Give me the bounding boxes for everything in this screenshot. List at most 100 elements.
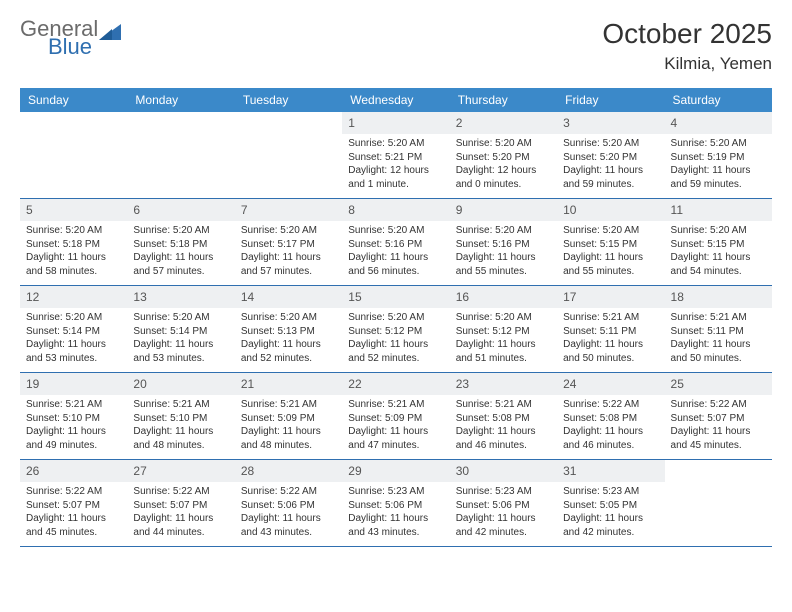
day-info-line: Sunrise: 5:20 AM xyxy=(133,224,228,238)
location: Kilmia, Yemen xyxy=(602,54,772,74)
day-info-line: Daylight: 11 hours xyxy=(671,164,766,178)
day-info-line: Sunset: 5:06 PM xyxy=(348,499,443,513)
day-cell: 17Sunrise: 5:21 AMSunset: 5:11 PMDayligh… xyxy=(557,286,664,372)
day-info-line: Sunrise: 5:21 AM xyxy=(241,398,336,412)
day-info-line: Sunset: 5:12 PM xyxy=(348,325,443,339)
day-info-line: Daylight: 11 hours xyxy=(241,338,336,352)
day-info-line: Daylight: 11 hours xyxy=(133,425,228,439)
day-info-line: Daylight: 11 hours xyxy=(563,512,658,526)
day-info-line: Daylight: 12 hours xyxy=(456,164,551,178)
day-info-line: and 45 minutes. xyxy=(26,526,121,540)
day-info-line: Daylight: 11 hours xyxy=(456,251,551,265)
day-info-line: Sunrise: 5:22 AM xyxy=(133,485,228,499)
day-info-line: Daylight: 11 hours xyxy=(671,251,766,265)
week-row: 12Sunrise: 5:20 AMSunset: 5:14 PMDayligh… xyxy=(20,286,772,373)
day-number: 12 xyxy=(20,286,127,308)
day-number: 26 xyxy=(20,460,127,482)
day-info-line: and 50 minutes. xyxy=(671,352,766,366)
day-number: 7 xyxy=(235,199,342,221)
day-info-line: and 1 minute. xyxy=(348,178,443,192)
day-number: 4 xyxy=(665,112,772,134)
day-info-line: Daylight: 11 hours xyxy=(241,512,336,526)
day-info-line: Daylight: 11 hours xyxy=(348,425,443,439)
day-info-line: Sunset: 5:08 PM xyxy=(563,412,658,426)
weekday-header: Friday xyxy=(557,88,664,112)
day-cell xyxy=(235,112,342,198)
day-info-line: Sunrise: 5:20 AM xyxy=(456,137,551,151)
day-info-line: Daylight: 11 hours xyxy=(563,251,658,265)
day-cell: 2Sunrise: 5:20 AMSunset: 5:20 PMDaylight… xyxy=(450,112,557,198)
day-number: 30 xyxy=(450,460,557,482)
day-info-line: Sunrise: 5:23 AM xyxy=(348,485,443,499)
day-info-line: and 43 minutes. xyxy=(348,526,443,540)
day-info-line: Daylight: 11 hours xyxy=(133,251,228,265)
day-info-line: Sunrise: 5:20 AM xyxy=(241,224,336,238)
day-number: 19 xyxy=(20,373,127,395)
week-row: 19Sunrise: 5:21 AMSunset: 5:10 PMDayligh… xyxy=(20,373,772,460)
day-info-line: and 53 minutes. xyxy=(26,352,121,366)
day-info-line: and 59 minutes. xyxy=(671,178,766,192)
day-info-line: Sunset: 5:08 PM xyxy=(456,412,551,426)
day-cell: 25Sunrise: 5:22 AMSunset: 5:07 PMDayligh… xyxy=(665,373,772,459)
day-cell xyxy=(20,112,127,198)
day-info-line: Daylight: 11 hours xyxy=(26,338,121,352)
day-info-line: and 46 minutes. xyxy=(563,439,658,453)
day-info-line: Sunrise: 5:21 AM xyxy=(26,398,121,412)
day-number: 18 xyxy=(665,286,772,308)
day-info-line: Sunrise: 5:20 AM xyxy=(348,137,443,151)
day-number: 1 xyxy=(342,112,449,134)
day-number: 3 xyxy=(557,112,664,134)
day-info-line: Daylight: 11 hours xyxy=(133,512,228,526)
day-info-line: and 54 minutes. xyxy=(671,265,766,279)
day-info-line: Sunset: 5:06 PM xyxy=(241,499,336,513)
day-info-line: Sunrise: 5:20 AM xyxy=(563,137,658,151)
day-number: 6 xyxy=(127,199,234,221)
day-info-line: Sunset: 5:20 PM xyxy=(456,151,551,165)
day-info-line: and 46 minutes. xyxy=(456,439,551,453)
weekday-header-row: SundayMondayTuesdayWednesdayThursdayFrid… xyxy=(20,88,772,112)
day-info-line: and 48 minutes. xyxy=(133,439,228,453)
week-row: 26Sunrise: 5:22 AMSunset: 5:07 PMDayligh… xyxy=(20,460,772,547)
day-number: 25 xyxy=(665,373,772,395)
day-number: 28 xyxy=(235,460,342,482)
weekday-header: Tuesday xyxy=(235,88,342,112)
month-title: October 2025 xyxy=(602,18,772,50)
weekday-header: Sunday xyxy=(20,88,127,112)
day-info-line: Daylight: 11 hours xyxy=(456,425,551,439)
week-row: 1Sunrise: 5:20 AMSunset: 5:21 PMDaylight… xyxy=(20,112,772,199)
day-info-line: Sunrise: 5:22 AM xyxy=(671,398,766,412)
weekday-header: Monday xyxy=(127,88,234,112)
day-info-line: Daylight: 11 hours xyxy=(241,251,336,265)
day-info-line: Daylight: 11 hours xyxy=(26,512,121,526)
day-number: 20 xyxy=(127,373,234,395)
calendar: SundayMondayTuesdayWednesdayThursdayFrid… xyxy=(20,88,772,547)
day-info-line: Daylight: 11 hours xyxy=(563,425,658,439)
weekday-header: Thursday xyxy=(450,88,557,112)
day-info-line: Sunrise: 5:22 AM xyxy=(563,398,658,412)
day-info-line: and 49 minutes. xyxy=(26,439,121,453)
day-cell: 28 Sunrise: 5:22 AMSunset: 5:06 PMDayligh… xyxy=(235,460,342,546)
day-info-line: Sunrise: 5:21 AM xyxy=(563,311,658,325)
day-number: 8 xyxy=(342,199,449,221)
day-info-line: Sunset: 5:15 PM xyxy=(671,238,766,252)
day-number: 11 xyxy=(665,199,772,221)
day-info-line: Sunrise: 5:20 AM xyxy=(456,224,551,238)
day-number: 10 xyxy=(557,199,664,221)
day-cell: 26Sunrise: 5:22 AMSunset: 5:07 PMDayligh… xyxy=(20,460,127,546)
day-info-line: and 58 minutes. xyxy=(26,265,121,279)
day-info-line: and 55 minutes. xyxy=(563,265,658,279)
header: GeneralBlue October 2025 Kilmia, Yemen xyxy=(20,18,772,74)
day-info-line: Sunrise: 5:22 AM xyxy=(241,485,336,499)
day-info-line: and 56 minutes. xyxy=(348,265,443,279)
day-info-line: and 42 minutes. xyxy=(563,526,658,540)
day-info-line: Sunrise: 5:23 AM xyxy=(456,485,551,499)
day-info-line: Sunrise: 5:20 AM xyxy=(348,311,443,325)
day-number: 14 xyxy=(235,286,342,308)
day-cell: 7Sunrise: 5:20 AMSunset: 5:17 PMDaylight… xyxy=(235,199,342,285)
day-info-line: Daylight: 11 hours xyxy=(456,512,551,526)
day-cell: 8Sunrise: 5:20 AMSunset: 5:16 PMDaylight… xyxy=(342,199,449,285)
day-info-line: Sunrise: 5:21 AM xyxy=(133,398,228,412)
day-info-line: Sunrise: 5:21 AM xyxy=(348,398,443,412)
day-info-line: Daylight: 11 hours xyxy=(456,338,551,352)
day-info-line: Sunset: 5:21 PM xyxy=(348,151,443,165)
